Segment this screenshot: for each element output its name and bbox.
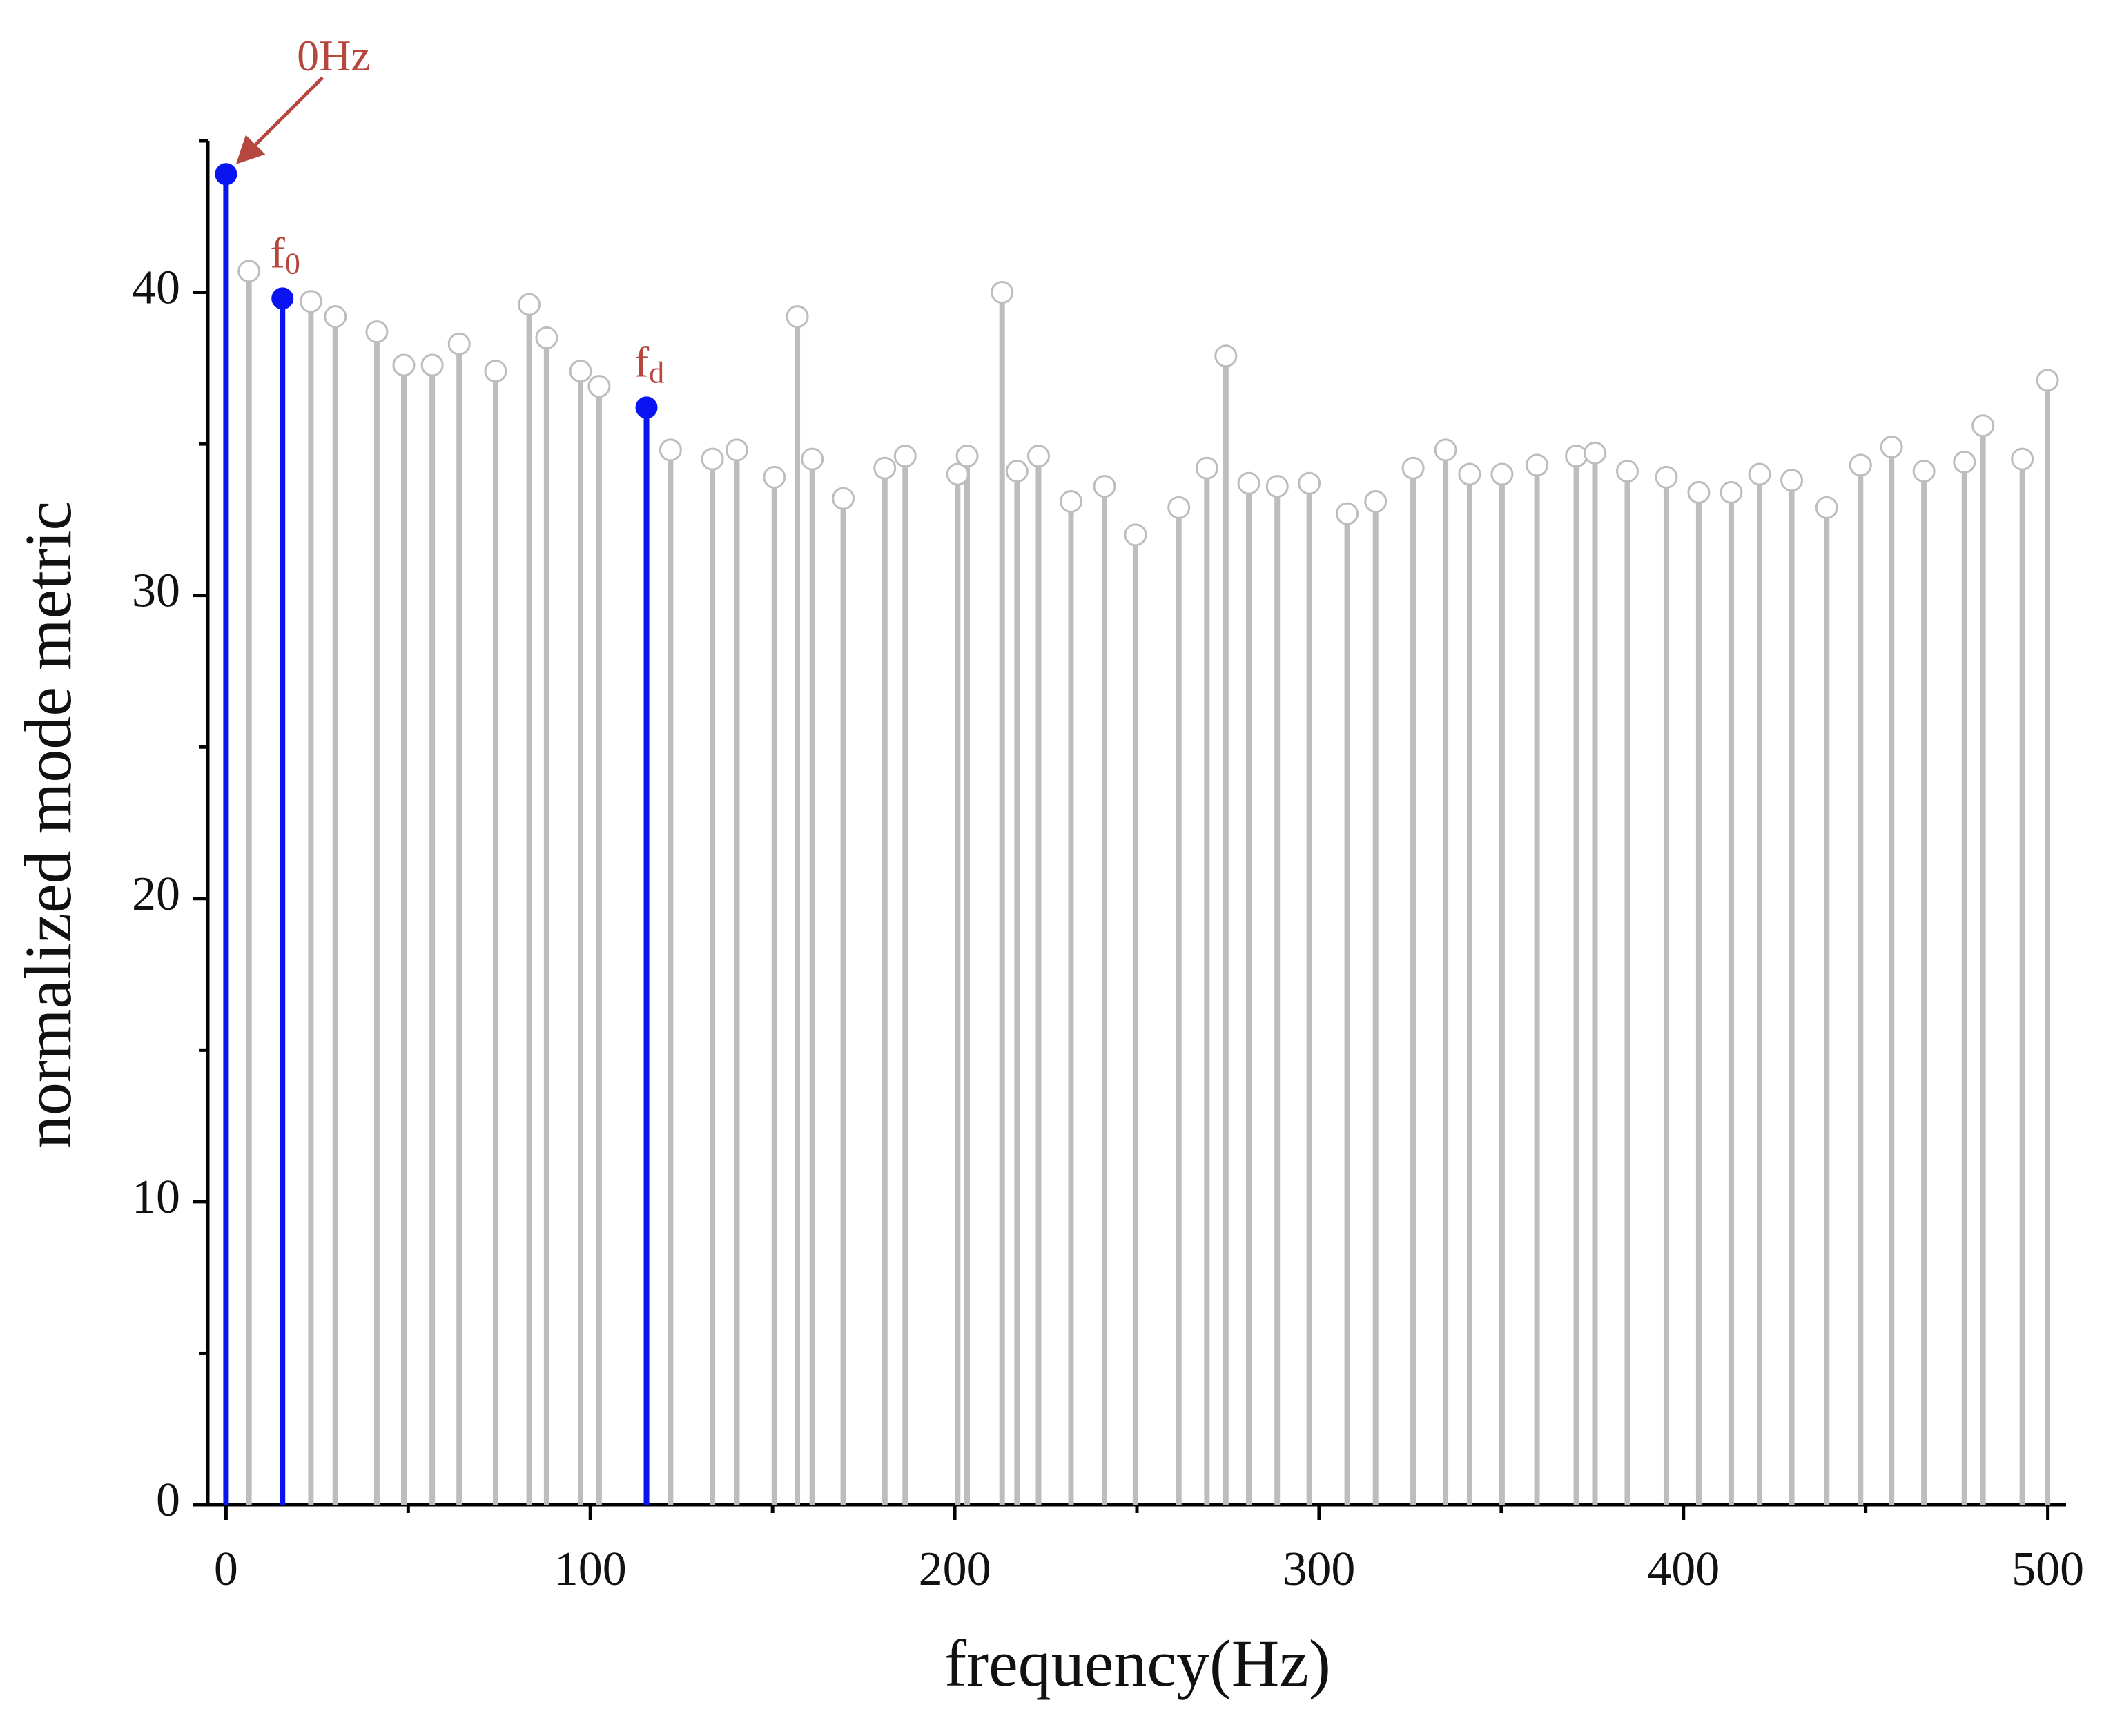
annotation: f0: [271, 228, 300, 280]
stem-marker: [1815, 496, 1838, 519]
annotation-base: f: [634, 337, 650, 386]
stem-marker: [763, 465, 786, 489]
stem-marker: [518, 293, 541, 316]
stem-marker: [635, 396, 658, 419]
stem-marker: [1195, 456, 1218, 480]
x-tick-label: 0: [214, 1543, 238, 1596]
y-tick-label: 20: [132, 868, 180, 921]
annotation: fd: [634, 337, 664, 389]
stem-marker: [1167, 496, 1191, 519]
stem-marker: [1214, 344, 1238, 368]
stem-marker: [1687, 480, 1711, 504]
stem-marker: [1849, 453, 1872, 477]
stem-marker: [299, 290, 322, 313]
stem-marker: [1026, 445, 1050, 468]
stem-marker: [1298, 471, 1321, 495]
stem-marker: [1720, 480, 1743, 504]
stem-marker: [215, 163, 237, 186]
stem-marker: [1059, 490, 1082, 514]
x-tick-label: 200: [919, 1543, 991, 1596]
stem-marker: [1364, 490, 1387, 514]
annotation-sub: 0: [285, 246, 300, 280]
annotation-sub: d: [649, 356, 664, 390]
stem-marker: [324, 305, 347, 329]
stem-marker: [1265, 475, 1289, 498]
stem-marker: [2011, 447, 2034, 471]
stem-marker: [535, 326, 558, 349]
stem-marker: [392, 353, 416, 377]
stem-marker: [1336, 502, 1359, 525]
stem-marker: [1005, 460, 1029, 483]
stem-marker: [271, 287, 294, 310]
stem-marker: [1434, 438, 1457, 462]
stem-marker: [1124, 523, 1147, 547]
stem-marker: [1490, 462, 1514, 486]
stem-marker: [1401, 456, 1425, 480]
y-tick-label: 10: [132, 1171, 180, 1224]
stem-marker: [569, 360, 592, 383]
stem-marker: [484, 360, 507, 383]
stem-marker: [420, 353, 444, 377]
stem-marker: [447, 332, 471, 355]
stem-marker: [365, 320, 389, 344]
annotation: 0Hz: [297, 31, 371, 80]
stem-marker: [1880, 436, 1903, 459]
stem-marker: [659, 438, 682, 462]
y-tick-label: 0: [156, 1474, 180, 1527]
annotation-base: f: [271, 228, 286, 277]
x-axis-label: frequency(Hz): [944, 1626, 1331, 1700]
stem-marker: [955, 445, 979, 468]
stem-marker: [1953, 450, 1976, 474]
stem-marker: [1971, 414, 1995, 438]
stem-marker: [587, 375, 611, 398]
annotation-arrow: [235, 76, 324, 164]
y-tick-label: 30: [132, 565, 180, 618]
stem-marker: [786, 305, 809, 329]
stem-marker: [1526, 453, 1549, 477]
stem-marker: [991, 281, 1014, 304]
stem-marker: [1655, 465, 1678, 489]
stem-marker: [946, 462, 969, 486]
stem-marker: [1237, 471, 1260, 495]
stem-marker: [1912, 460, 1936, 483]
stem-marker: [1780, 469, 1804, 492]
stem-marker: [832, 487, 855, 510]
stem-marker: [701, 447, 724, 471]
stem-marker: [237, 260, 261, 283]
stem-marker: [1583, 441, 1606, 465]
stem-marker: [1565, 445, 1588, 468]
stem-marker: [1748, 462, 1771, 486]
x-tick-label: 400: [1647, 1543, 1720, 1596]
stem-marker: [1615, 460, 1639, 483]
x-tick-label: 500: [2012, 1543, 2084, 1596]
stem-marker: [873, 456, 897, 480]
stem-marker: [1458, 462, 1481, 486]
stem-marker: [893, 445, 917, 468]
y-axis-label: normalized mode metric: [11, 501, 85, 1149]
stem-marker: [801, 447, 824, 471]
stem-marker: [1093, 475, 1116, 498]
x-tick-label: 300: [1283, 1543, 1355, 1596]
stem-marker: [725, 438, 748, 462]
y-tick-label: 40: [132, 262, 180, 315]
stem-marker: [2036, 369, 2059, 392]
x-tick-label: 100: [554, 1543, 627, 1596]
